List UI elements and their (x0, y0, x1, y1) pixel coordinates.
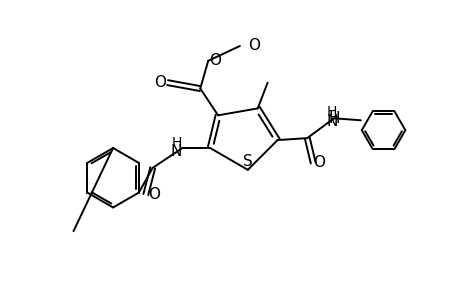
Text: N: N (170, 145, 182, 160)
Text: O: O (209, 53, 221, 68)
Text: O: O (247, 38, 259, 53)
Text: N: N (325, 114, 337, 129)
Text: S: S (242, 154, 252, 169)
Text: H: H (326, 105, 336, 119)
Text: O: O (153, 75, 165, 90)
Text: H: H (171, 136, 181, 150)
Text: H: H (328, 111, 339, 126)
Text: O: O (313, 155, 325, 170)
Text: methyl: methyl (265, 82, 269, 83)
Text: O: O (147, 187, 159, 202)
